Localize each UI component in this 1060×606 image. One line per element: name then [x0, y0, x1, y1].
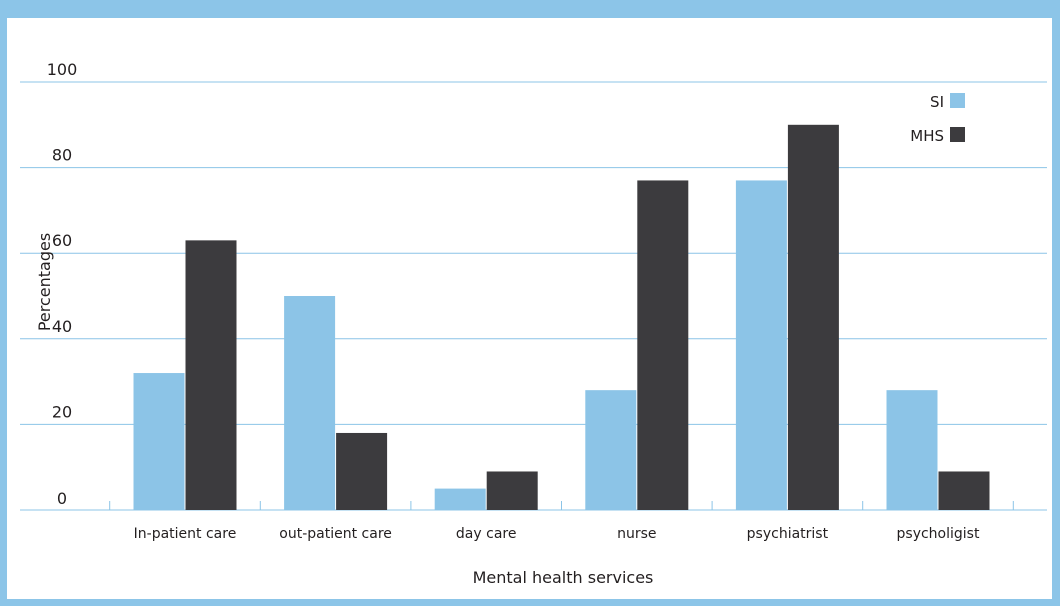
bar-mhs-5 [938, 471, 990, 510]
bar-mhs-3 [637, 180, 689, 510]
x-axis-title: Mental health services [473, 568, 654, 587]
y-tick-label: 0 [57, 489, 67, 508]
bar-mhs-0 [185, 240, 237, 511]
bar-mhs-2 [486, 471, 538, 510]
x-tick-marks [109, 501, 1014, 510]
y-tick-label: 60 [52, 231, 72, 250]
bars [133, 124, 990, 511]
legend-swatch-si [950, 93, 965, 108]
bar-mhs-4 [787, 124, 839, 511]
x-category-label: psychiatrist [747, 526, 829, 542]
bar-si-4 [735, 180, 787, 510]
x-category-label: out-patient care [279, 526, 392, 542]
bar-si-0 [133, 373, 185, 510]
y-tick-label: 40 [52, 317, 72, 336]
bar-si-2 [434, 488, 486, 510]
x-category-label: nurse [617, 526, 656, 542]
x-category-labels: In-patient care out-patient care day care n… [134, 526, 980, 542]
legend-label-si: SI [930, 93, 944, 111]
legend-label-mhs: MHS [910, 127, 944, 145]
y-tick-label: 20 [52, 402, 72, 421]
bar-si-5 [886, 390, 938, 510]
bar-mhs-1 [336, 432, 388, 510]
bar-si-3 [585, 390, 637, 510]
y-axis-title: Percentages [35, 233, 54, 331]
legend: SI MHS [910, 93, 965, 145]
x-category-label: psycholigist [897, 526, 980, 542]
y-tick-label: 80 [52, 146, 72, 165]
y-tick-label: 100 [47, 60, 78, 79]
x-category-label: In-patient care [134, 526, 237, 542]
x-category-label: day care [456, 526, 517, 542]
bar-si-1 [284, 296, 336, 510]
y-tick-labels: 0 20 40 60 80 100 [47, 60, 78, 508]
legend-swatch-mhs [950, 127, 965, 142]
